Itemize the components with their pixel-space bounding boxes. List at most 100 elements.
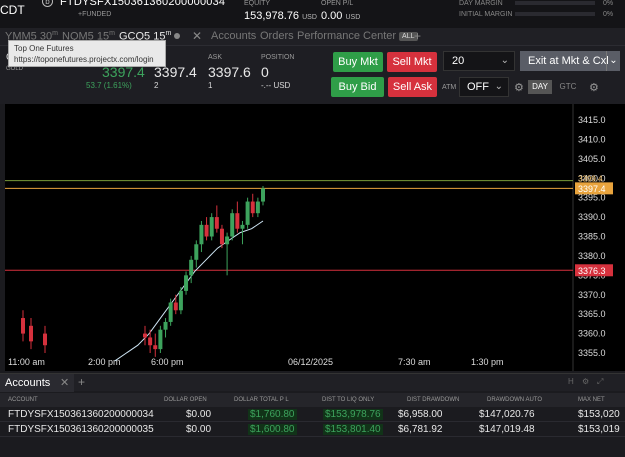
position-usd: -.-- USD [261,81,291,90]
candle-body [21,318,25,334]
position-label: POSITION [261,54,295,61]
quantity-value: 20 [452,55,465,67]
last-price: 3397.4 [102,64,145,80]
table-row[interactable]: FTDYSFX150361360200000035 $0.00 $1,600.8… [0,423,625,437]
tab-performance-center[interactable]: Performance Center ALL [297,30,418,42]
dist-drawdown-cell: $6,958.00 [398,409,443,420]
time-in-force-gtc[interactable]: GTC [559,82,577,91]
add-panel-icon[interactable]: + [78,375,86,389]
column-dollar-open[interactable]: DOLLAR OPEN [164,397,207,403]
dist-drawdown-cell: $6,781.92 [398,424,443,435]
column-account[interactable]: ACCOUNT [8,397,38,403]
y-tick-label: 3410.0 [578,134,606,144]
exit-button-label: Exit at Mkt & Cxl [528,55,609,67]
tab-gcq5[interactable]: GCQ5 15m [119,30,181,43]
candle-body [204,224,209,237]
table-row[interactable]: FTDYSFX150361360200000034 $0.00 $1,760.8… [0,408,625,422]
candle-body [189,259,194,276]
ask-label: ASK [208,54,223,61]
tab-ymm5[interactable]: YMM5 30m [5,30,58,43]
panel-expand-icon[interactable]: ⤢ [597,377,604,386]
tooltip-title: Top One Futures [14,44,74,53]
price-tag-label: 3376.3 [578,266,606,276]
accounts-tab-label: Accounts [5,377,51,389]
candle-body [240,224,245,229]
symbol-subtitle: GOLD [6,66,24,72]
x-tick-label: 06/12/2025 [288,357,333,367]
candle-body [168,302,173,322]
y-tick-label: 3360.0 [578,329,606,339]
panel-header-icon[interactable]: H [568,377,574,386]
hidden-price-tag-label: 3399.4 [578,175,603,184]
y-tick-label: 3390.0 [578,212,606,222]
all-badge: ALL [399,32,418,41]
account-cell: FTDYSFX150361360200000035 [8,424,154,435]
y-tick-label: 3370.0 [578,290,606,300]
funded-label: +FUNDED [78,11,112,18]
panel-settings-icon[interactable]: ⚙ [582,377,590,386]
candle-body [199,224,204,245]
time-in-force-day[interactable]: DAY [528,80,552,94]
tab-status-dot [174,32,181,39]
close-tab-icon[interactable]: ✕ [192,29,203,43]
column-drawdown-auto[interactable]: DRAWDOWN AUTO [487,397,542,403]
column-dist-drawdown[interactable]: DIST DRAWDOWN [407,397,460,403]
buy-market-button[interactable]: Buy Mkt [333,52,383,72]
price-tag-label: 3397.4 [578,184,606,194]
candle-body [255,201,260,214]
atm-select[interactable]: OFF ⌄ [459,77,509,97]
tab-accounts-panel[interactable]: Accounts ✕ [0,374,74,392]
price-chart-svg: 3415.0 3410.0 3405.0 3400.0 3395.0 3390.0 3385… [5,104,613,371]
y-tick-label: 3385.0 [578,232,606,242]
position-value: 0 [261,64,269,80]
column-dollar-total-pl[interactable]: DOLLAR TOTAL P L [234,397,289,403]
account-cell: FTDYSFX150361360200000034 [8,409,154,420]
account-summary-bar: CDT b FTDYSFX150361360200000034 +FUNDED … [0,0,625,28]
atm-label: ATM [442,84,457,91]
x-tick-label: 2:00 pm [88,357,121,367]
y-tick-label: 3365.0 [578,309,606,319]
add-tab-icon[interactable]: + [414,29,422,43]
bid-price: 3397.4 [154,64,197,80]
candle-body [235,213,240,229]
y-tick-label: 3415.0 [578,115,606,125]
chevron-down-icon: ⌄ [500,55,509,66]
gear-icon[interactable]: ⚙ [589,82,599,94]
equity-label: EQUITY [244,0,271,7]
price-chart[interactable]: 3415.0 3410.0 3405.0 3400.0 3395.0 3390.0 3385… [5,104,625,371]
account-icon[interactable]: b [42,0,53,7]
day-margin-label: DAY MARGIN [459,0,503,7]
quantity-select[interactable]: 20 ⌄ [443,51,515,71]
candle-body [153,345,158,350]
y-tick-label: 3395.0 [578,193,606,203]
x-tick-label: 6:00 pm [151,357,184,367]
column-dist-to-liq[interactable]: DIST TO LIQ ONLY [322,397,375,403]
candle-body [43,333,47,346]
total-pl-cell: $1,760.80 [248,409,297,420]
y-tick-label: 3355.0 [578,348,606,358]
tab-nqm5[interactable]: NQM5 15m [62,30,115,43]
dollar-open-cell: $0.00 [186,424,212,435]
candle-body [230,213,235,237]
buy-bid-button[interactable]: Buy Bid [331,77,384,97]
browser-tooltip: Top One Futures https://toponefutures.pr… [8,40,166,67]
column-max-net[interactable]: MAX NET [578,397,605,403]
open-pl-value: 0.00 USD [321,10,361,22]
sell-ask-button[interactable]: Sell Ask [388,77,437,97]
tab-accounts[interactable]: Accounts [211,30,257,42]
account-name[interactable]: FTDYSFX150361360200000034 [60,0,226,8]
chevron-down-icon[interactable]: ⌄ [606,51,620,71]
moving-average-line [114,220,264,362]
exit-at-market-cancel-button[interactable]: Exit at Mkt & Cxl ⌄ [520,51,620,71]
gear-icon[interactable]: ⚙ [514,82,524,94]
tab-orders[interactable]: Orders [260,30,294,42]
open-pl-label: OPEN P/L [321,0,354,7]
candle-body [245,201,250,225]
candle-body [219,228,224,245]
close-icon[interactable]: ✕ [60,377,70,389]
sell-market-button[interactable]: Sell Mkt [387,52,437,72]
day-margin-bar [515,1,595,5]
candle-body [184,275,189,291]
initial-margin-bar [515,12,595,16]
max-net-cell: $153,019 [578,424,620,435]
